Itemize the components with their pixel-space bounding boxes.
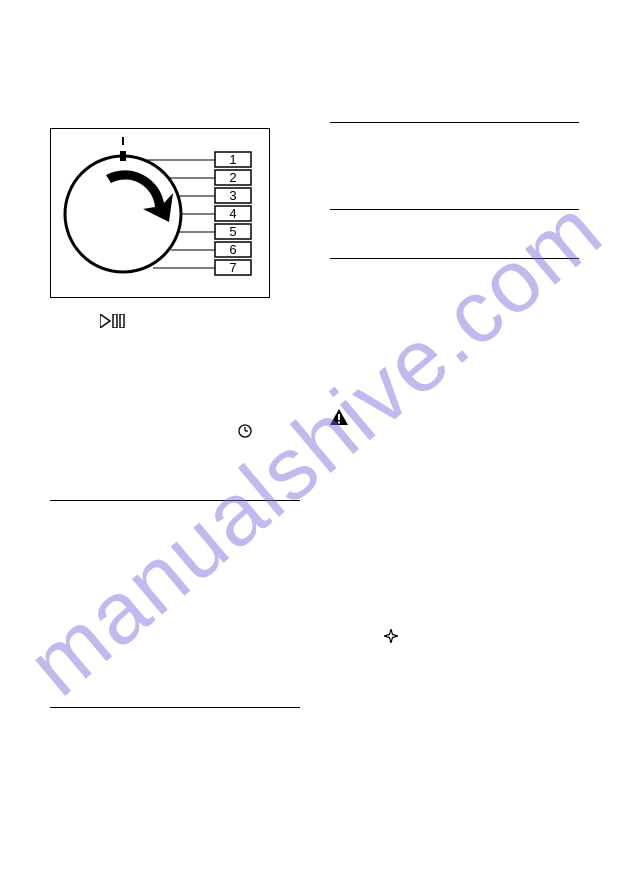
dial-label-5: 5 bbox=[229, 224, 236, 239]
right-text-block-2 bbox=[330, 210, 580, 258]
dial-label-2: 2 bbox=[229, 170, 236, 185]
right-text-block-4 bbox=[330, 429, 580, 659]
left-divider-2 bbox=[50, 707, 300, 708]
dial-label-4: 4 bbox=[229, 206, 236, 221]
right-text-block-1 bbox=[330, 123, 580, 209]
dial-label-3: 3 bbox=[229, 188, 236, 203]
dial-label-7: 7 bbox=[229, 260, 236, 275]
right-text-block-3 bbox=[330, 259, 580, 429]
dial-pointer bbox=[120, 151, 126, 161]
dial-svg: 1 2 3 4 5 6 bbox=[61, 137, 257, 287]
left-text-block-2 bbox=[50, 501, 300, 707]
right-column bbox=[330, 60, 580, 853]
clock-icon bbox=[238, 424, 252, 443]
sparkle-icon bbox=[384, 629, 398, 646]
right-spacer-top bbox=[330, 60, 580, 122]
dial-arrow-icon bbox=[106, 170, 173, 222]
left-text-block-1 bbox=[50, 332, 300, 472]
warning-icon bbox=[330, 409, 348, 430]
play-pause-icon bbox=[100, 314, 300, 332]
left-column: 1 2 3 4 5 6 bbox=[50, 60, 300, 853]
dial-label-1: 1 bbox=[229, 152, 236, 167]
dial-label-6: 6 bbox=[229, 242, 236, 257]
page-container: 1 2 3 4 5 6 bbox=[0, 0, 629, 893]
dial-figure: 1 2 3 4 5 6 bbox=[50, 128, 270, 298]
